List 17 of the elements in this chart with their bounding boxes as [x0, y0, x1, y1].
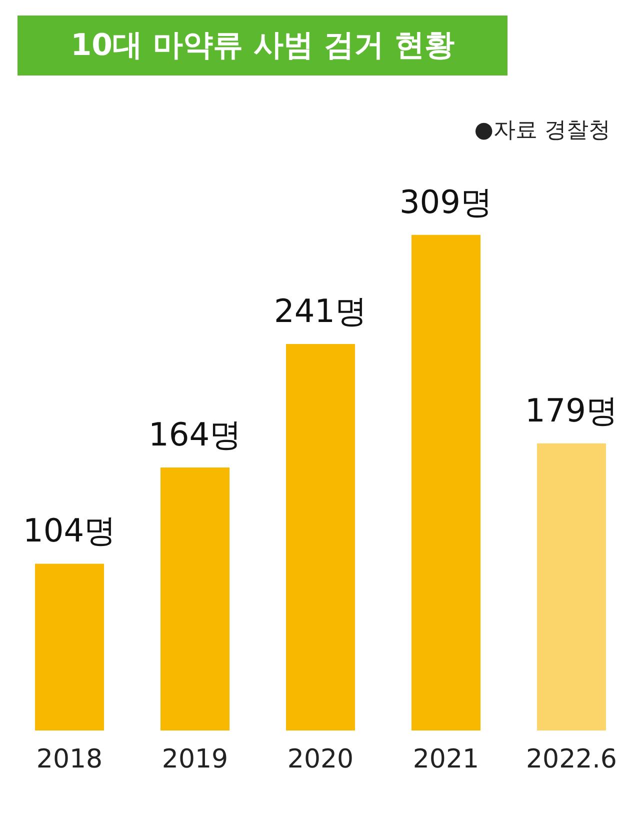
- data-label: 309명: [399, 182, 493, 221]
- chart-title: 10대 마약류 사범 검거 현황: [70, 28, 454, 63]
- bar: [35, 564, 104, 730]
- data-label: 164명: [148, 415, 242, 454]
- data-label: 104명: [22, 512, 116, 550]
- data-label: 179명: [524, 391, 618, 430]
- x-tick-label: 2019: [162, 744, 228, 774]
- x-tick-label: 2021: [412, 744, 480, 774]
- text: ●자료 경찰청: [474, 118, 611, 143]
- data-label: 241명: [274, 292, 368, 330]
- x-tick-label: 2020: [287, 744, 354, 774]
- bar: [536, 443, 606, 730]
- bar: [411, 234, 480, 730]
- bar: [160, 467, 230, 730]
- x-tick-label: 2022.6: [526, 744, 617, 774]
- bar: [286, 344, 356, 730]
- x-tick-label: 2018: [36, 744, 103, 774]
